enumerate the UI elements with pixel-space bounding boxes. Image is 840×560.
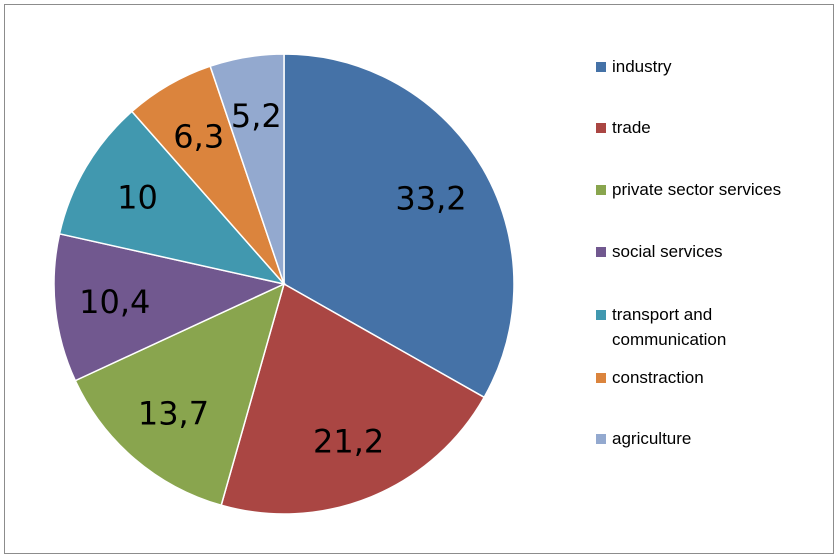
legend-item-private-sector-services: private sector services [596,177,812,202]
data-label-trade: 21,2 [313,422,384,460]
pie-slice-private-sector-services [74,282,286,507]
legend-item-constraction: constraction [596,365,812,390]
pie-slice-social-services [53,232,287,382]
legend-label-industry: industry [612,57,672,76]
legend-swatch-trade [596,123,606,133]
legend-label-constraction: constraction [612,368,704,387]
legend-swatch-constraction [596,373,606,383]
data-label-transport-and-communication: 10 [117,178,158,216]
pie-slice-trade [220,282,486,515]
legend-label-trade: trade [612,118,651,137]
data-label-agriculture: 5,2 [231,97,282,135]
legend-swatch-private-sector-services [596,185,606,195]
legend-label-agriculture: agriculture [612,429,692,448]
legend-label-private-sector-services: private sector services [612,180,782,199]
legend-item-agriculture: agriculture [596,426,812,451]
legend-swatch-social-services [596,247,606,257]
legend-item-trade: trade [596,115,812,140]
data-label-constraction: 6,3 [173,118,224,156]
legend-label-social-services: social services [612,242,723,261]
legend-swatch-transport-and-communication [596,310,606,320]
legend-item-industry: industry [596,54,812,79]
legend-swatch-agriculture [596,434,606,444]
legend-item-social-services: social services [596,239,812,264]
legend-swatch-industry [596,62,606,72]
data-label-industry: 33,2 [395,179,466,217]
pie-slice-transport-and-communication [58,110,287,286]
pie-slice-industry [283,53,515,399]
pie-slice-agriculture [209,53,285,285]
data-label-social-services: 10,4 [79,283,150,321]
legend-label-transport-and-communication: transport and communication [612,305,727,349]
legend-item-transport-and-communication: transport and communication [596,302,762,352]
data-label-private-sector-services: 13,7 [138,394,209,432]
